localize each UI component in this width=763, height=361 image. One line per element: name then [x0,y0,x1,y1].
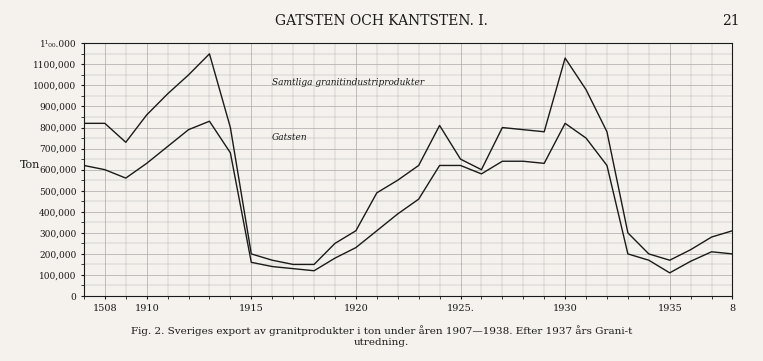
Text: GATSTEN OCH KANTSTEN. I.: GATSTEN OCH KANTSTEN. I. [275,14,488,29]
Text: Samtliga granitindustriprodukter: Samtliga granitindustriprodukter [272,78,424,87]
Text: Fig. 2. Sveriges export av granitprodukter i ton under åren 1907—1938. Efter 193: Fig. 2. Sveriges export av granitprodukt… [130,325,633,347]
Y-axis label: Ton: Ton [20,160,40,170]
Text: 21: 21 [723,14,740,29]
Text: Gatsten: Gatsten [272,133,307,142]
